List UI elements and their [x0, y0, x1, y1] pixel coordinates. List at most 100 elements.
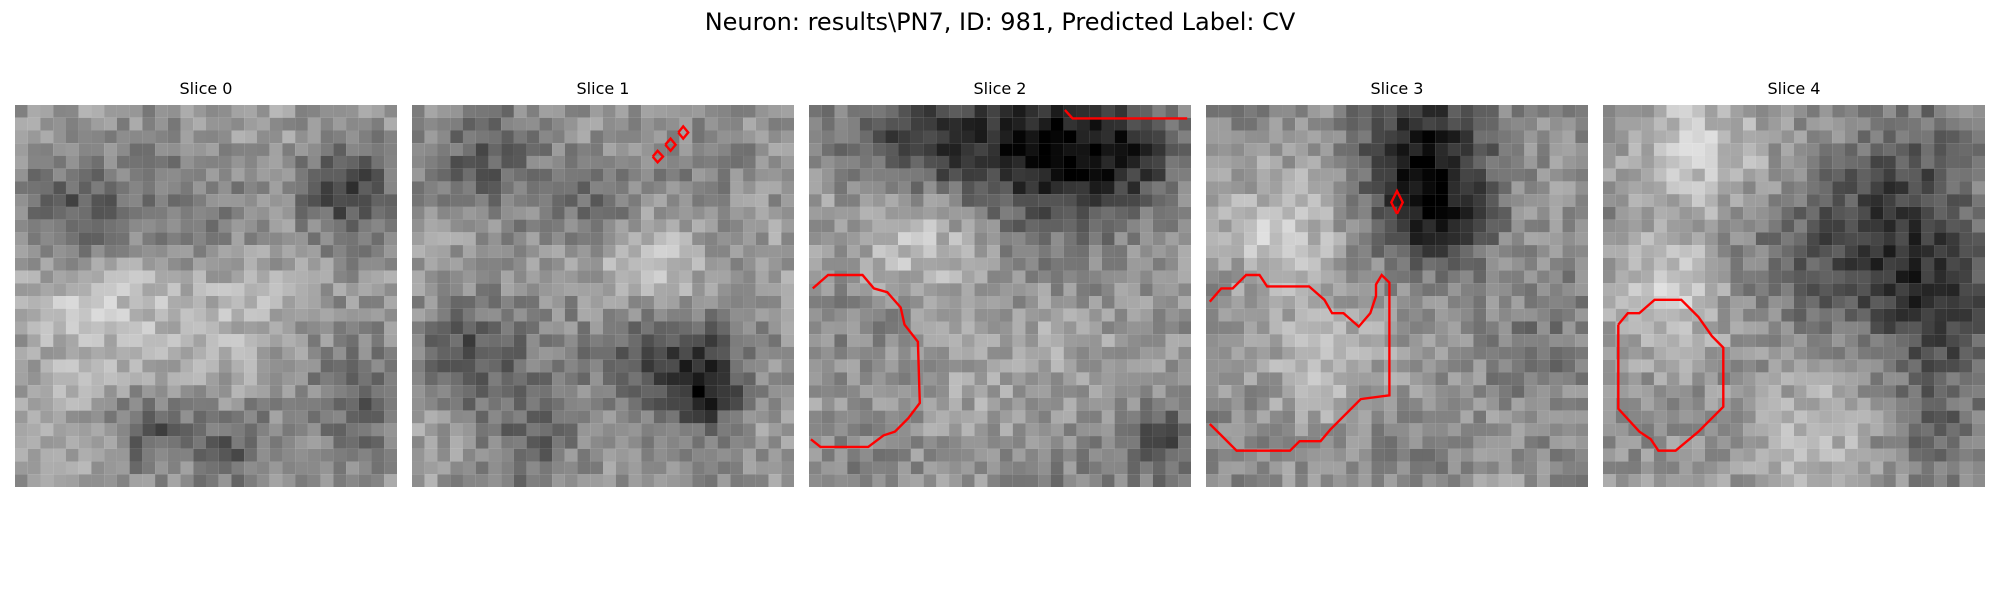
image-pixel [564, 448, 578, 462]
image-pixel [781, 168, 794, 182]
image-pixel [1743, 296, 1756, 309]
image-pixel [781, 232, 794, 246]
image-pixel [755, 359, 769, 373]
image-pixel [333, 410, 347, 424]
image-pixel [552, 143, 565, 156]
image-pixel [1575, 270, 1588, 284]
image-pixel [1666, 448, 1680, 462]
image-pixel [1844, 232, 1858, 246]
image-pixel [615, 257, 629, 271]
image-pixel [412, 270, 425, 284]
image-pixel [1244, 436, 1257, 449]
image-pixel [987, 308, 1001, 322]
image-pixel [91, 372, 105, 386]
image-pixel [1819, 105, 1833, 118]
image-pixel [1447, 448, 1461, 462]
image-pixel [206, 232, 219, 246]
image-pixel [1603, 130, 1616, 144]
image-pixel [1511, 334, 1525, 347]
image-pixel [923, 219, 937, 233]
image-pixel [78, 296, 92, 309]
image-pixel [142, 423, 156, 437]
image-pixel [218, 283, 232, 297]
image-pixel [1422, 130, 1436, 144]
image-pixel [269, 397, 283, 411]
image-pixel [1012, 117, 1026, 131]
image-pixel [1012, 308, 1026, 322]
image-pixel [1946, 283, 1960, 297]
image-pixel [1089, 117, 1102, 131]
image-pixel [961, 168, 975, 182]
image-pixel [384, 194, 397, 207]
image-pixel [1218, 296, 1232, 309]
image-pixel [1165, 194, 1179, 207]
image-pixel [1114, 155, 1128, 169]
image-pixel [1692, 219, 1705, 233]
image-pixel [1666, 181, 1680, 195]
image-pixel [1959, 436, 1973, 449]
image-pixel [1486, 385, 1499, 398]
image-pixel [1870, 130, 1884, 144]
image-pixel [1832, 410, 1845, 424]
image-pixel [1447, 283, 1461, 297]
image-pixel [320, 130, 334, 144]
image-pixel [1012, 194, 1026, 207]
image-pixel [539, 359, 553, 373]
image-pixel [679, 346, 693, 360]
image-pixel [692, 474, 705, 487]
image-pixel [15, 117, 28, 131]
image-pixel [116, 334, 130, 347]
image-pixel [1806, 385, 1820, 398]
image-pixel [552, 410, 565, 424]
image-pixel [1256, 181, 1270, 195]
image-pixel [129, 257, 143, 271]
image-pixel [116, 206, 130, 220]
image-pixel [1307, 206, 1321, 220]
image-pixel [475, 283, 489, 297]
image-pixel [834, 296, 848, 309]
image-pixel [1666, 423, 1680, 437]
image-pixel [1063, 257, 1077, 271]
image-pixel [1447, 296, 1461, 309]
image-pixel [834, 321, 848, 335]
image-pixel [821, 219, 835, 233]
image-pixel [898, 397, 911, 411]
image-pixel [552, 232, 565, 246]
image-pixel [358, 334, 372, 347]
image-pixel [462, 296, 476, 309]
image-pixel [231, 346, 245, 360]
image-pixel [1256, 308, 1270, 322]
image-pixel [1282, 219, 1296, 233]
image-pixel [231, 155, 245, 169]
image-pixel [961, 321, 975, 335]
image-pixel [743, 321, 756, 335]
image-pixel [1460, 436, 1474, 449]
image-pixel [1178, 194, 1191, 207]
image-pixel [450, 346, 463, 360]
image-pixel [1730, 270, 1744, 284]
image-pixel [1666, 143, 1680, 156]
image-pixel [1628, 181, 1642, 195]
image-pixel [872, 474, 886, 487]
image-pixel [615, 219, 629, 233]
image-pixel [821, 436, 835, 449]
image-pixel [1384, 143, 1398, 156]
image-pixel [781, 143, 794, 156]
image-pixel [1934, 321, 1947, 335]
image-pixel [1460, 448, 1474, 462]
image-pixel [244, 155, 257, 169]
image-pixel [949, 105, 962, 118]
image-pixel [193, 130, 207, 144]
image-pixel [847, 105, 860, 118]
image-pixel [488, 385, 502, 398]
image-pixel [1921, 143, 1935, 156]
image-pixel [333, 232, 347, 246]
image-pixel [1295, 181, 1308, 195]
image-pixel [755, 206, 769, 220]
image-pixel [885, 130, 899, 144]
image-pixel [1908, 105, 1922, 118]
image-pixel [27, 436, 41, 449]
image-pixel [1524, 321, 1538, 335]
image-pixel [628, 321, 642, 335]
